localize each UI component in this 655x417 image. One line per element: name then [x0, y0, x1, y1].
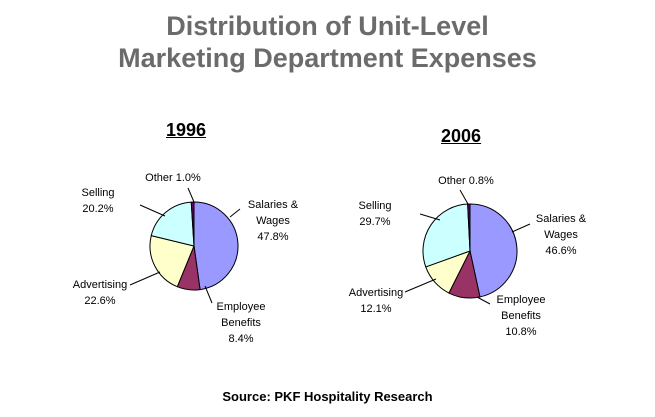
- pie-1996: Salaries & Wages 47.8% Employee Benefits 8.4%…: [73, 172, 299, 345]
- leader-line-salaries: [229, 208, 241, 218]
- source-note: Source: PKF Hospitality Research: [222, 389, 433, 404]
- slice-label-advertising: Advertising 12.1%: [349, 287, 403, 315]
- slice-label-salaries: Salaries & Wages 47.8%: [248, 199, 299, 243]
- leader-line-benefits: [204, 285, 213, 304]
- slice-label-selling: Selling 20.2%: [81, 187, 114, 215]
- slice-label-other: Other 1.0%: [145, 172, 201, 184]
- slice-label-advertising: Advertising 22.6%: [73, 279, 127, 307]
- pie-slice-selling: [422, 203, 471, 268]
- leader-line-advertising: [129, 271, 161, 286]
- leader-line-benefits: [476, 296, 491, 305]
- pie-slice-salaries: [469, 203, 518, 298]
- title-line-2: Marketing Department Expenses: [118, 43, 537, 73]
- pie-slice-selling: [150, 201, 195, 247]
- title-line-1: Distribution of Unit-Level: [166, 11, 489, 41]
- pie-2006: Salaries & Wages 46.6% Employee Benefits 10.8…: [349, 175, 587, 338]
- slice-label-benefits: Employee Benefits 10.8%: [497, 294, 546, 338]
- leader-line-salaries: [511, 223, 531, 233]
- slice-label-other: Other 0.8%: [438, 175, 494, 187]
- leader-line-selling: [419, 213, 441, 221]
- chart-title: Distribution of Unit-Level Marketing Dep…: [0, 10, 655, 74]
- leader-line-other: [459, 189, 469, 205]
- slice-label-benefits: Employee Benefits 8.4%: [217, 301, 266, 345]
- slice-label-salaries: Salaries & Wages 46.6%: [536, 213, 587, 257]
- leader-line-other: [187, 187, 195, 203]
- leader-line-advertising: [404, 278, 437, 293]
- pie-1996-title: 1996: [166, 120, 207, 140]
- pie-slice-salaries: [193, 201, 239, 291]
- slice-label-selling: Selling 29.7%: [358, 200, 391, 228]
- pie-2006-title: 2006: [441, 126, 482, 146]
- leader-line-selling: [139, 204, 166, 217]
- pie-slice-advertising: [149, 234, 195, 288]
